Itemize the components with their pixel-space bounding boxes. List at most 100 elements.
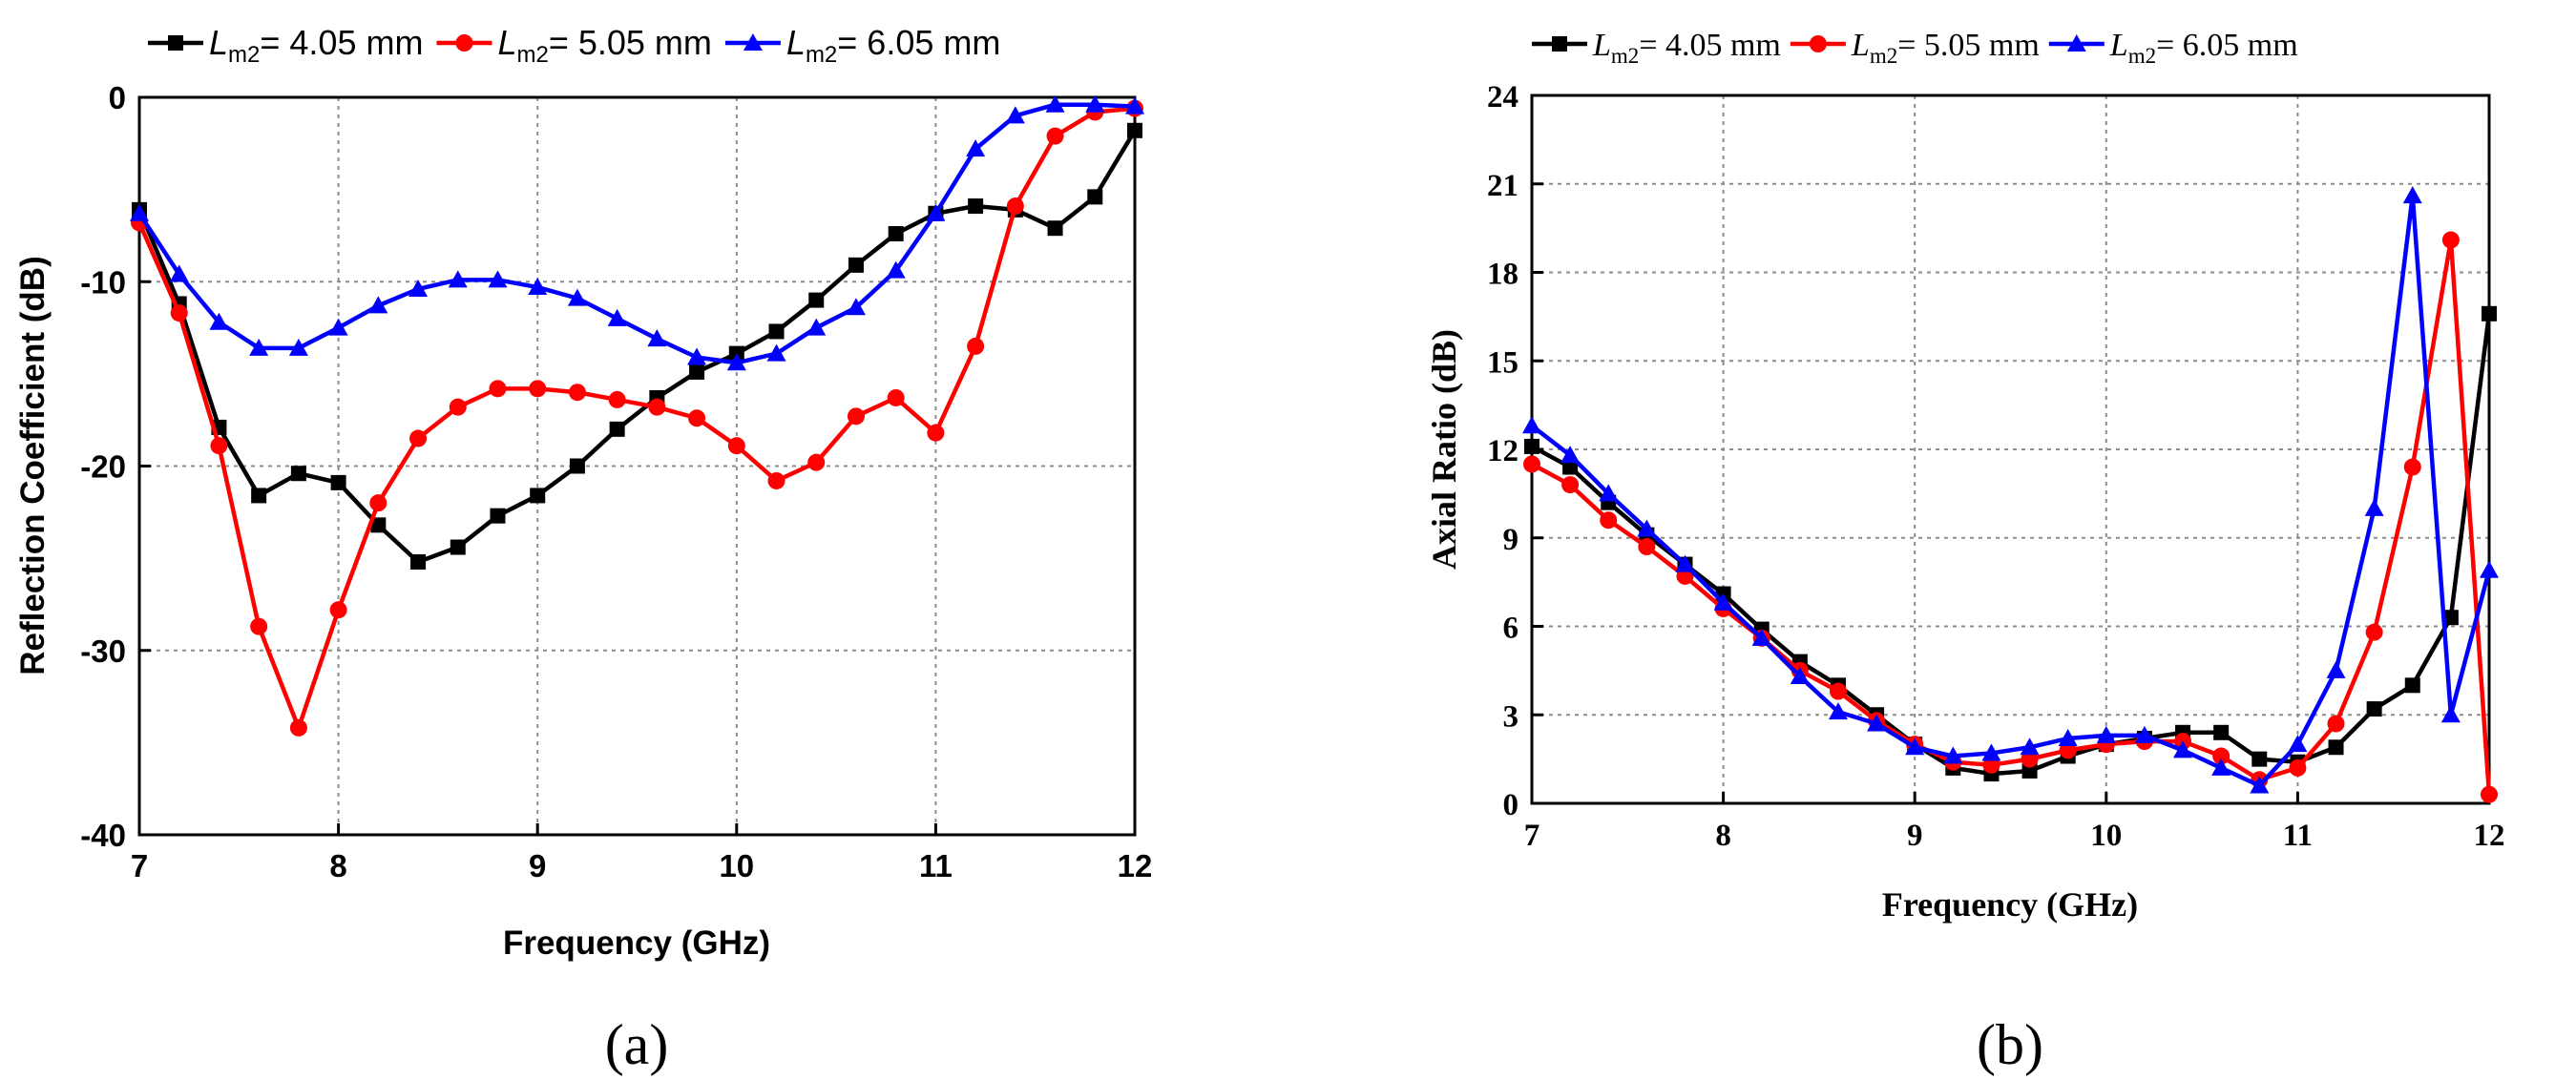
data-point-series-2 (1561, 476, 1580, 494)
legend-marker (1552, 36, 1567, 52)
data-point-series-3 (1751, 628, 1771, 646)
x-tick-label: 9 (529, 848, 546, 883)
data-point-series-2 (489, 380, 507, 398)
y-tick-label: 24 (1487, 80, 1518, 114)
x-tick-label: 11 (919, 848, 953, 883)
data-point-series-1 (1524, 438, 1539, 454)
x-axis-label-a: Frequency (GHz) (503, 924, 770, 962)
data-point-series-3 (1981, 743, 2001, 761)
data-point-series-2 (409, 429, 428, 447)
data-point-series-2 (847, 407, 865, 426)
data-point-series-3 (1045, 94, 1065, 113)
data-point-series-3 (1085, 94, 1105, 113)
data-point-series-1 (888, 226, 904, 242)
data-point-series-1 (2251, 751, 2268, 767)
legend-label: Lm2= 5.05 mm (497, 23, 711, 68)
data-point-series-3 (2058, 728, 2078, 746)
data-point-series-3 (209, 312, 229, 330)
y-tick-label: 6 (1503, 612, 1519, 646)
y-tick-label: 0 (109, 80, 126, 115)
data-point-series-1 (968, 198, 984, 215)
legend-entry-2: Lm2= 5.05 mm (1790, 28, 2040, 68)
data-point-series-2 (2327, 715, 2345, 733)
x-tick-label: 9 (1907, 819, 1923, 853)
y-tick-label: 21 (1487, 169, 1518, 203)
x-axis-label-b: Frequency (GHz) (1882, 885, 2138, 924)
data-point-series-3 (2096, 725, 2116, 743)
y-tick-label: 0 (1503, 788, 1519, 822)
data-point-series-2 (967, 337, 985, 355)
legend-marker (2066, 34, 2086, 52)
data-point-series-3 (1560, 446, 1581, 464)
data-point-series-1 (410, 553, 427, 570)
data-point-series-3 (249, 338, 269, 356)
x-tick-label: 7 (131, 848, 148, 883)
y-tick-label: 3 (1503, 699, 1519, 734)
data-point-series-2 (608, 390, 626, 408)
data-point-series-3 (886, 260, 906, 279)
legend-marker (455, 34, 473, 52)
data-point-series-3 (1867, 714, 1887, 732)
data-point-series-3 (2211, 758, 2231, 776)
data-point-series-2 (1638, 538, 1656, 556)
x-tick-label: 12 (2474, 819, 2505, 853)
data-point-series-3 (488, 270, 508, 288)
data-point-series-3 (1828, 702, 1848, 720)
data-point-series-2 (727, 437, 745, 455)
data-point-series-3 (2326, 660, 2346, 678)
data-point-series-3 (846, 298, 866, 316)
x-tick-label: 8 (329, 848, 346, 883)
legend-marker (168, 35, 183, 51)
data-point-series-1 (2366, 701, 2382, 717)
panel-caption-b: (b) (1977, 1013, 2043, 1076)
data-point-series-1 (768, 323, 785, 340)
data-point-series-3 (647, 329, 667, 347)
data-point-series-3 (1790, 667, 1810, 685)
data-point-series-1 (251, 488, 267, 504)
data-point-series-3 (806, 318, 827, 336)
data-point-series-2 (289, 718, 307, 737)
x-tick-label: 10 (2090, 819, 2122, 853)
data-point-series-3 (1943, 746, 1963, 764)
data-point-series-2 (2212, 747, 2230, 765)
series-line-2 (136, 106, 1136, 731)
data-point-series-3 (2173, 740, 2193, 758)
data-point-series-2 (688, 409, 706, 427)
legend-label: Lm2= 4.05 mm (209, 23, 423, 68)
y-tick-label: 15 (1487, 345, 1518, 380)
legend-label: Lm2= 4.05 mm (1592, 28, 1781, 68)
data-point-series-1 (450, 539, 466, 555)
data-point-series-1 (609, 421, 625, 437)
y-tick-label: 9 (1503, 523, 1519, 557)
data-point-series-1 (848, 257, 864, 273)
data-point-series-3 (408, 279, 429, 297)
y-tick-label: -20 (80, 449, 126, 485)
data-point-series-1 (330, 474, 346, 490)
data-point-series-3 (448, 270, 468, 288)
data-point-series-3 (966, 139, 986, 157)
data-point-series-3 (368, 296, 388, 314)
data-point-series-2 (2441, 231, 2460, 249)
legend-label: Lm2= 6.05 mm (2109, 28, 2298, 68)
data-point-series-1 (569, 458, 585, 474)
legend-marker (1809, 35, 1827, 52)
data-point-series-3 (2250, 776, 2270, 794)
data-point-series-3 (130, 203, 149, 221)
data-point-series-3 (1599, 484, 1619, 502)
data-point-series-2 (568, 384, 586, 402)
legend-label: Lm2= 6.05 mm (786, 23, 1000, 68)
data-point-series-1 (2213, 724, 2230, 740)
data-point-series-2 (1006, 197, 1024, 216)
data-point-series-2 (2403, 458, 2421, 476)
legend-label: Lm2= 5.05 mm (1851, 28, 2040, 68)
legend-entry-1: Lm2= 4.05 mm (148, 23, 423, 68)
data-point-series-2 (170, 304, 188, 322)
y-tick-label: 12 (1487, 434, 1518, 468)
legend-entry-2: Lm2= 5.05 mm (436, 23, 712, 68)
data-point-series-1 (1127, 122, 1142, 138)
data-point-series-3 (1125, 96, 1144, 114)
legend-entry-1: Lm2= 4.05 mm (1532, 28, 1781, 68)
data-point-series-3 (1905, 737, 1925, 756)
legend-marker (743, 33, 763, 51)
data-point-series-3 (2020, 737, 2040, 756)
